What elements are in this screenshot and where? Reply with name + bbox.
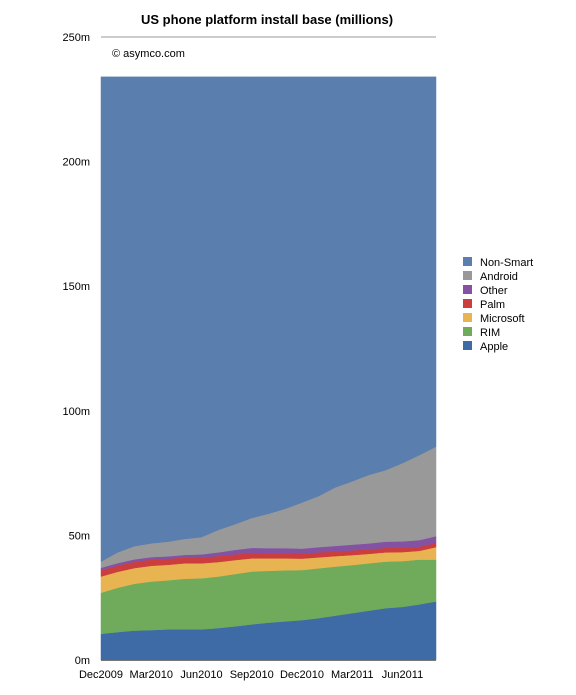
x-tick-label: Dec2009 [79, 669, 123, 681]
plot-area [100, 76, 437, 661]
legend-swatch-rim [463, 327, 472, 336]
series-area-non-smart [100, 76, 437, 562]
legend: Non-Smart Android Other Palm Microsoft RIM App… [463, 257, 533, 353]
legend-swatch-microsoft [463, 313, 472, 322]
legend-label-non-smart: Non-Smart [480, 257, 533, 269]
y-tick-label: 250m [62, 32, 90, 44]
legend-swatch-apple [463, 341, 472, 350]
y-tick-label: 200m [62, 157, 90, 169]
legend-swatch-palm [463, 299, 472, 308]
x-tick-label: Jun2011 [382, 669, 423, 681]
x-tick-label: Mar2011 [331, 669, 374, 681]
legend-swatch-non-smart [463, 257, 472, 266]
y-axis: 0m 50m 100m 150m 200m 250m [62, 32, 90, 667]
x-tick-label: Jun2010 [180, 669, 222, 681]
y-tick-label: 150m [62, 281, 90, 293]
x-tick-label: Mar2010 [130, 669, 173, 681]
legend-label-microsoft: Microsoft [480, 313, 525, 325]
legend-label-apple: Apple [480, 341, 508, 353]
legend-label-other: Other [480, 285, 508, 297]
y-tick-label: 0m [75, 655, 90, 667]
y-tick-label: 100m [62, 406, 90, 418]
legend-label-android: Android [480, 271, 518, 283]
credit-text: © asymco.com [112, 48, 185, 60]
x-tick-label: Sep2010 [230, 669, 274, 681]
legend-swatch-android [463, 271, 472, 280]
y-tick-label: 50m [69, 530, 90, 542]
legend-label-rim: RIM [480, 327, 500, 339]
x-tick-label: Dec2010 [280, 669, 324, 681]
chart-title: US phone platform install base (millions… [141, 12, 393, 27]
x-axis: Dec2009 Mar2010 Jun2010 Sep2010 Dec2010 Mar20… [79, 669, 423, 681]
legend-swatch-other [463, 285, 472, 294]
legend-label-palm: Palm [480, 299, 505, 311]
